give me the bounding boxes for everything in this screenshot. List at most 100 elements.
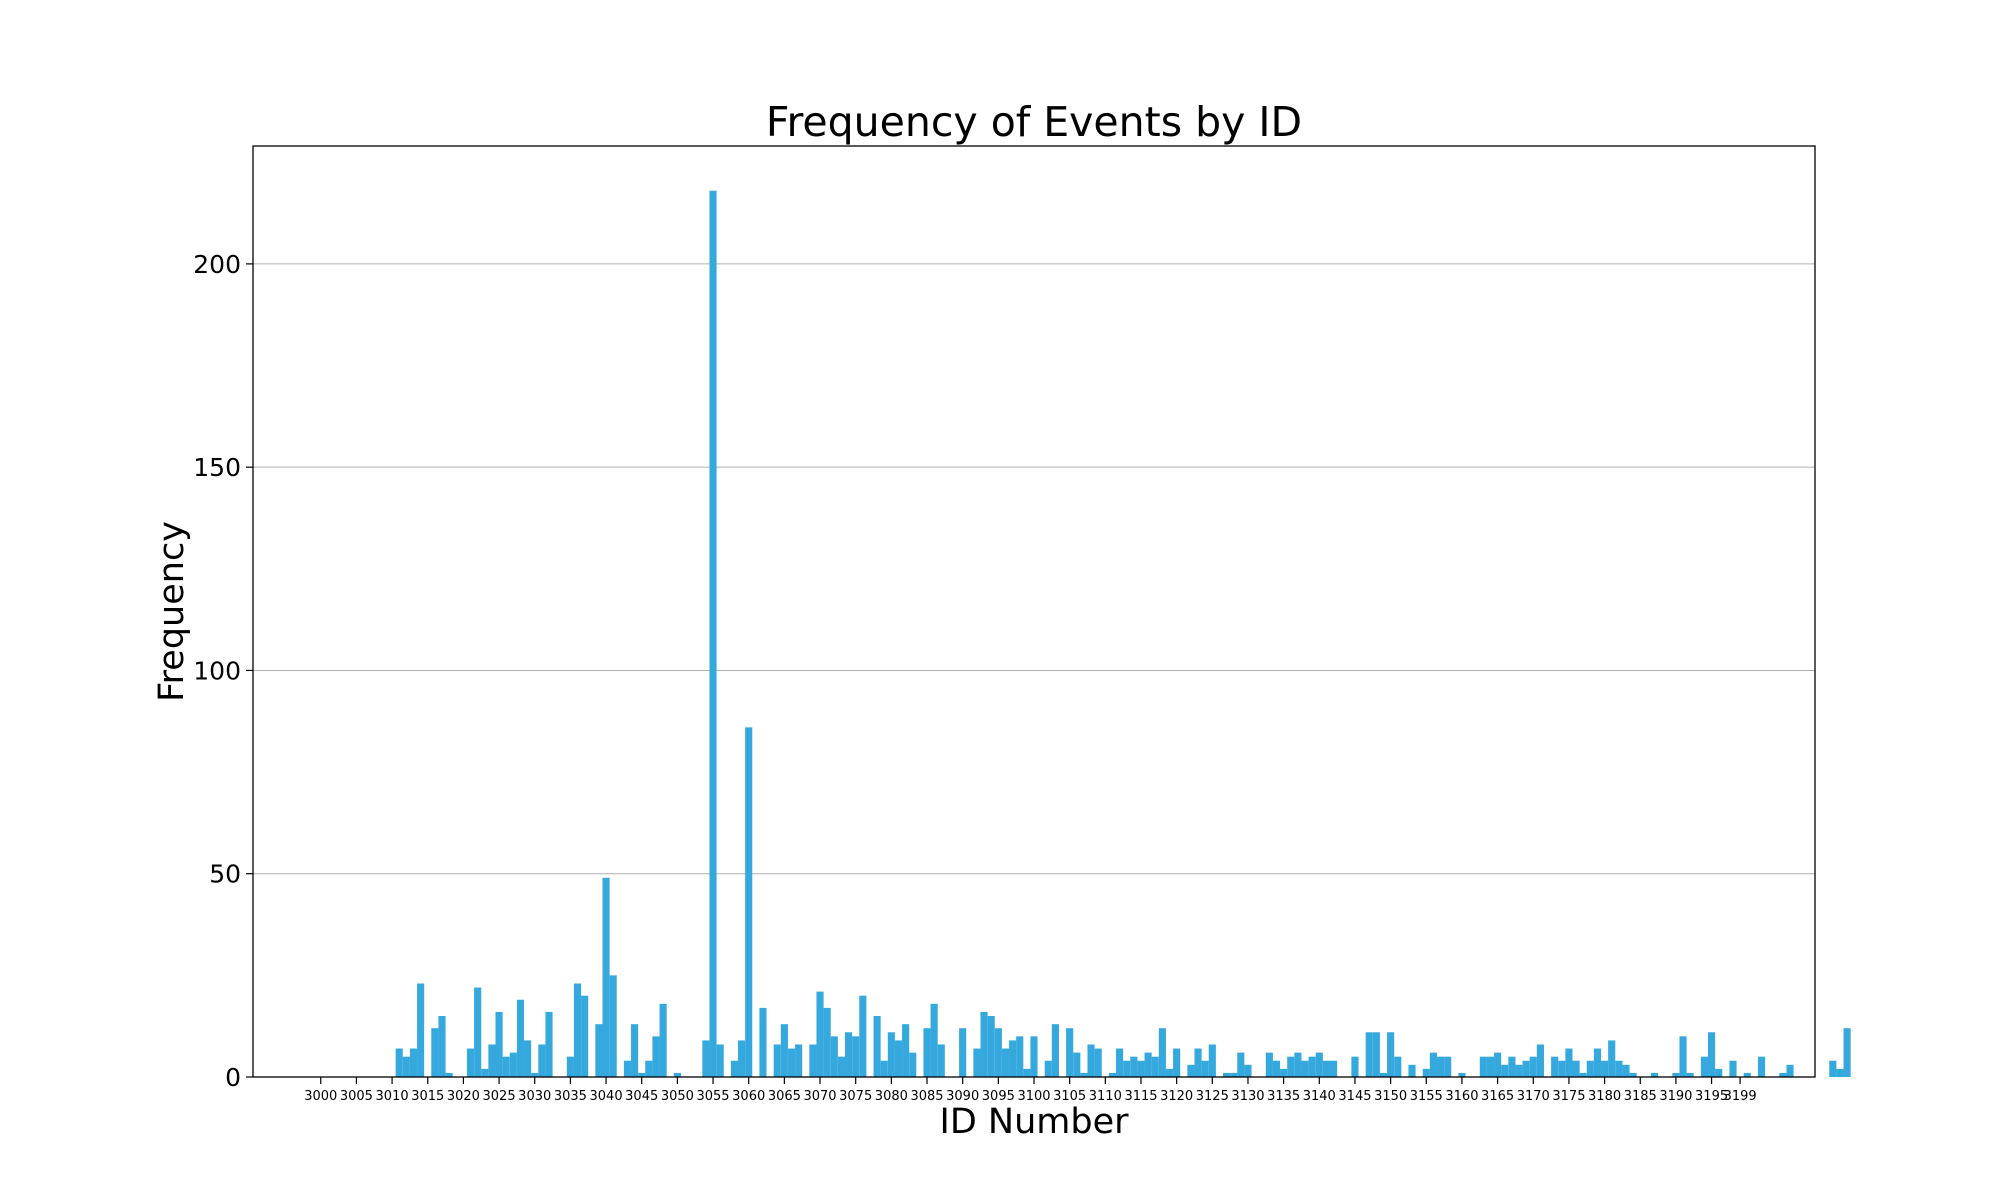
bar-3072 xyxy=(830,1036,838,1077)
bar-3198 xyxy=(1729,1060,1737,1077)
bar-3171 xyxy=(1536,1044,1544,1077)
bar-3157 xyxy=(1436,1056,1445,1077)
x-tick-label: 3070 xyxy=(803,1089,836,1104)
x-axis-ticks: 3000 3005 3010 3015 3020 3025 3030 3035 3040 3045… xyxy=(304,1077,1757,1104)
bar-3022 xyxy=(474,987,482,1077)
bar-3167 xyxy=(1508,1056,1516,1077)
x-tick-label: 3025 xyxy=(483,1089,516,1104)
bar-3195 xyxy=(1708,1032,1716,1077)
y-axis-label: Frequency xyxy=(152,521,192,702)
bar-3182 xyxy=(1615,1060,1623,1077)
bar-3069 xyxy=(809,1044,817,1077)
bar-3103 xyxy=(1051,1024,1059,1077)
bar-3168 xyxy=(1515,1064,1523,1077)
x-axis-label: ID Number xyxy=(940,1102,1130,1142)
bar-3029 xyxy=(524,1040,532,1077)
bar-3133 xyxy=(1265,1052,1273,1077)
bar-3065 xyxy=(780,1024,788,1077)
bar-3055 xyxy=(709,190,717,1078)
x-tick-label: 3060 xyxy=(732,1089,765,1104)
bar-3196 xyxy=(1715,1068,1723,1077)
bar-3213 xyxy=(1836,1068,1844,1077)
x-tick-label: 3030 xyxy=(518,1089,551,1104)
y-tick-label: 50 xyxy=(209,860,241,889)
bar-3119 xyxy=(1165,1068,1174,1077)
bar-3155 xyxy=(1422,1068,1430,1077)
x-tick-label: 3095 xyxy=(982,1089,1015,1104)
bar-3048 xyxy=(659,1003,667,1077)
bar-3018 xyxy=(445,1072,453,1077)
bar-3035 xyxy=(566,1056,574,1077)
bars xyxy=(395,190,1851,1078)
bar-3024 xyxy=(488,1044,496,1077)
x-tick-label: 3040 xyxy=(590,1089,623,1104)
bar-3107 xyxy=(1080,1072,1088,1077)
bar-3114 xyxy=(1130,1056,1138,1077)
bar-3066 xyxy=(787,1048,796,1077)
bar-3070 xyxy=(816,991,824,1077)
x-tick-label: 3165 xyxy=(1481,1089,1514,1104)
x-tick-label: 3090 xyxy=(946,1089,979,1104)
bar-3139 xyxy=(1308,1056,1316,1077)
bar-3127 xyxy=(1223,1072,1231,1077)
bar-3184 xyxy=(1629,1072,1637,1077)
bar-3026 xyxy=(502,1056,510,1077)
bar-3036 xyxy=(573,983,582,1077)
x-tick-label: 3050 xyxy=(661,1089,694,1104)
bar-3190 xyxy=(1672,1072,1680,1077)
bar-3105 xyxy=(1066,1028,1074,1077)
bar-3194 xyxy=(1700,1056,1709,1077)
bar-3153 xyxy=(1408,1064,1416,1077)
bar-3109 xyxy=(1094,1048,1102,1077)
bar-3206 xyxy=(1786,1064,1794,1077)
bar-3014 xyxy=(417,983,425,1077)
bar-3093 xyxy=(980,1011,988,1077)
bar-3087 xyxy=(937,1044,945,1077)
bar-3085 xyxy=(923,1028,931,1077)
bar-3192 xyxy=(1686,1072,1694,1077)
y-tick-label: 0 xyxy=(225,1063,241,1092)
x-tick-label: 3115 xyxy=(1124,1089,1157,1104)
x-tick-label: 3140 xyxy=(1303,1089,1336,1104)
bar-3041 xyxy=(609,975,617,1077)
bar-3214 xyxy=(1843,1028,1851,1077)
x-tick-label: 3110 xyxy=(1089,1089,1122,1104)
bar-3064 xyxy=(773,1044,781,1077)
bar-3183 xyxy=(1622,1064,1630,1077)
bar-3100 xyxy=(1030,1036,1038,1077)
y-tick-label: 200 xyxy=(193,250,241,279)
bar-3200 xyxy=(1743,1072,1751,1077)
x-tick-label: 3100 xyxy=(1017,1089,1050,1104)
x-tick-label: 3130 xyxy=(1231,1089,1264,1104)
bar-3086 xyxy=(930,1003,938,1077)
bar-3054 xyxy=(702,1040,710,1077)
x-tick-label: 3125 xyxy=(1196,1089,1229,1104)
bar-3031 xyxy=(538,1044,546,1077)
bar-3095 xyxy=(994,1028,1002,1077)
bar-3081 xyxy=(894,1040,903,1077)
gridlines xyxy=(253,263,1815,875)
x-tick-label: 3105 xyxy=(1053,1089,1086,1104)
bar-3062 xyxy=(759,1007,767,1077)
bar-3117 xyxy=(1151,1056,1159,1077)
bar-3177 xyxy=(1579,1072,1587,1077)
bar-3017 xyxy=(438,1016,446,1077)
bar-3115 xyxy=(1137,1060,1145,1077)
bar-3025 xyxy=(495,1011,503,1077)
x-tick-label: 3180 xyxy=(1588,1089,1621,1104)
bar-3071 xyxy=(823,1007,831,1077)
plot-frame xyxy=(252,145,1816,1078)
bar-3174 xyxy=(1558,1060,1566,1077)
bar-3212 xyxy=(1829,1060,1837,1077)
bar-3205 xyxy=(1779,1072,1787,1077)
bar-3116 xyxy=(1144,1052,1152,1077)
bar-3137 xyxy=(1294,1052,1302,1077)
bar-3044 xyxy=(631,1024,639,1077)
x-tick-label: 3065 xyxy=(768,1089,801,1104)
bar-3011 xyxy=(395,1048,403,1077)
bar-3094 xyxy=(987,1016,995,1077)
bar-3023 xyxy=(481,1068,489,1077)
bar-3102 xyxy=(1044,1060,1052,1077)
x-tick-label: 3190 xyxy=(1659,1089,1692,1104)
bar-3090 xyxy=(959,1028,967,1077)
